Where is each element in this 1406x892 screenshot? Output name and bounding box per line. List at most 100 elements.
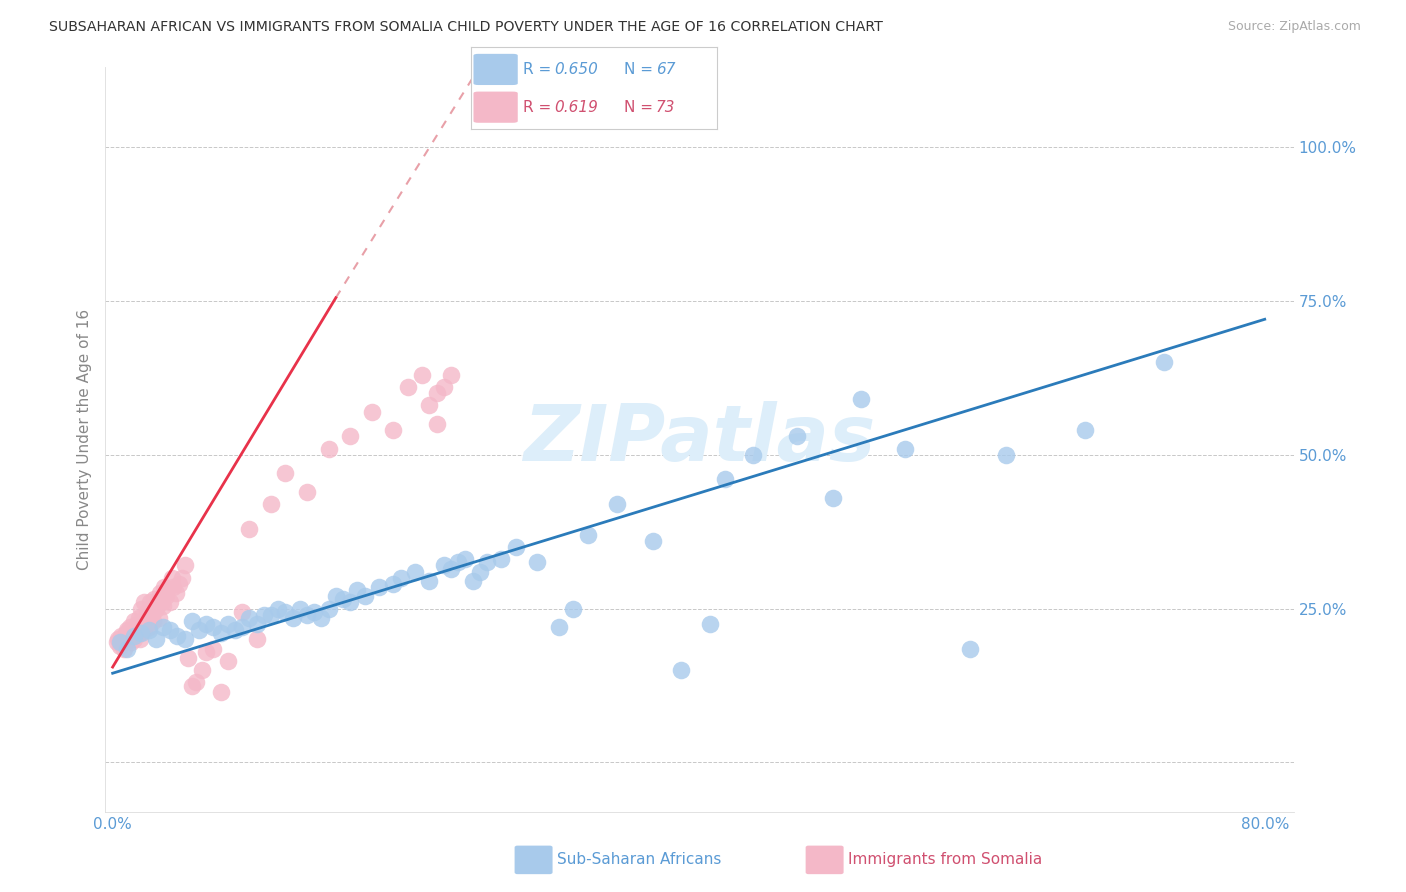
Point: [440, 561, 463, 575]
Point: [153, 580, 176, 594]
Point: [139, 595, 162, 609]
Point: [160, 571, 183, 585]
Point: [202, 620, 225, 634]
Point: [346, 583, 368, 598]
Point: [238, 611, 260, 625]
Point: [1073, 423, 1095, 437]
Point: [295, 484, 318, 499]
Text: 0.619: 0.619: [554, 100, 599, 115]
Point: [122, 629, 145, 643]
Point: [142, 614, 165, 628]
Text: 67: 67: [655, 62, 675, 77]
Point: [134, 595, 156, 609]
Point: [382, 577, 405, 591]
Point: [128, 626, 150, 640]
Point: [188, 623, 211, 637]
Point: [156, 583, 179, 598]
Point: [145, 601, 167, 615]
Point: [454, 552, 477, 566]
Point: [246, 632, 269, 647]
Point: [382, 423, 405, 437]
Point: [304, 605, 326, 619]
Point: [150, 595, 173, 609]
Point: [411, 368, 433, 382]
Point: [641, 533, 664, 548]
Point: [145, 632, 167, 647]
Point: [671, 663, 693, 677]
Text: R =: R =: [523, 62, 555, 77]
Point: [994, 448, 1017, 462]
Point: [115, 623, 138, 637]
Text: N =: N =: [624, 100, 658, 115]
Point: [129, 632, 152, 647]
Point: [461, 574, 484, 588]
Point: [389, 571, 412, 585]
Point: [209, 684, 232, 698]
Point: [180, 614, 202, 628]
Text: Sub-Saharan Africans: Sub-Saharan Africans: [557, 853, 721, 867]
Point: [426, 417, 449, 431]
Point: [173, 632, 195, 647]
Point: [260, 607, 283, 622]
Point: [173, 558, 195, 573]
Point: [135, 611, 157, 625]
Point: [176, 650, 198, 665]
Point: [120, 635, 142, 649]
Point: [131, 601, 153, 615]
Point: [246, 617, 269, 632]
Point: [146, 595, 169, 609]
Point: [148, 611, 170, 625]
FancyBboxPatch shape: [474, 54, 517, 85]
Point: [713, 472, 735, 486]
Point: [195, 645, 218, 659]
Point: [132, 617, 155, 632]
Text: 73: 73: [655, 100, 675, 115]
Point: [149, 586, 172, 600]
Point: [318, 442, 340, 456]
Point: [368, 580, 391, 594]
Point: [339, 429, 361, 443]
Point: [253, 607, 276, 622]
Point: [959, 641, 981, 656]
Point: [505, 540, 527, 554]
Point: [134, 623, 156, 637]
Point: [274, 466, 297, 480]
Point: [114, 626, 136, 640]
Point: [224, 623, 246, 637]
Point: [209, 626, 232, 640]
Point: [1153, 355, 1175, 369]
Point: [191, 663, 214, 677]
Point: [231, 605, 253, 619]
Point: [260, 497, 283, 511]
Point: [231, 620, 253, 634]
Point: [122, 614, 145, 628]
Point: [353, 589, 375, 603]
Point: [152, 599, 174, 613]
Point: [491, 552, 513, 566]
Point: [396, 380, 419, 394]
Y-axis label: Child Poverty Under the Age of 16: Child Poverty Under the Age of 16: [77, 309, 93, 570]
Point: [167, 577, 190, 591]
Point: [108, 635, 131, 649]
Point: [110, 629, 132, 643]
Point: [136, 605, 159, 619]
Point: [360, 404, 382, 418]
Point: [325, 589, 347, 603]
Point: [217, 617, 239, 632]
Point: [155, 589, 177, 603]
Point: [318, 601, 340, 615]
Point: [165, 586, 187, 600]
Point: [526, 556, 548, 570]
Point: [159, 595, 181, 609]
Text: R =: R =: [523, 100, 555, 115]
Point: [893, 442, 915, 456]
Point: [217, 654, 239, 668]
Point: [202, 641, 225, 656]
Point: [111, 635, 134, 649]
Point: [105, 635, 128, 649]
Point: [418, 399, 440, 413]
Point: [128, 611, 150, 625]
Point: [311, 611, 333, 625]
Text: ZIPatlas: ZIPatlas: [523, 401, 876, 477]
Point: [433, 558, 456, 573]
